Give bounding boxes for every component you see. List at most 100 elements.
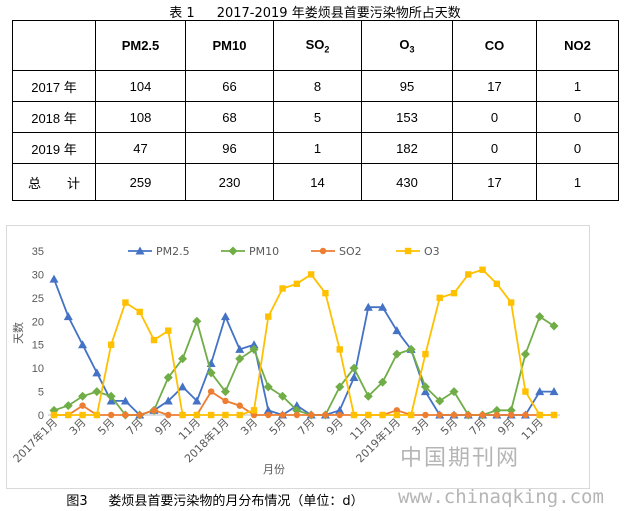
data-point bbox=[92, 387, 102, 397]
table-cell: 68 bbox=[185, 101, 274, 133]
table-cell: 0 bbox=[452, 101, 537, 133]
data-point bbox=[404, 247, 412, 255]
data-point bbox=[549, 387, 559, 396]
table-cell: 259 bbox=[95, 163, 186, 201]
data-point bbox=[165, 411, 172, 419]
x-tick-label: 5月 bbox=[95, 416, 117, 438]
data-point bbox=[407, 411, 415, 419]
x-tick-label: 5月 bbox=[267, 416, 289, 438]
data-point bbox=[150, 407, 158, 414]
data-point bbox=[136, 308, 143, 316]
data-point bbox=[236, 402, 243, 409]
data-point bbox=[228, 246, 238, 256]
data-point bbox=[206, 368, 216, 378]
data-point bbox=[406, 344, 416, 354]
legend-label: PM10 bbox=[249, 245, 279, 258]
figure-caption: 图3 娄烦县首要污染物的月分布情况（单位：d） bbox=[0, 490, 430, 509]
header-cell bbox=[12, 20, 96, 71]
x-axis-label: 月份 bbox=[263, 463, 285, 476]
data-point bbox=[520, 349, 530, 359]
data-point bbox=[307, 411, 315, 419]
data-point bbox=[536, 411, 543, 419]
data-point bbox=[122, 411, 129, 419]
data-point bbox=[78, 391, 88, 401]
data-point bbox=[420, 382, 430, 392]
table-cell: 153 bbox=[361, 101, 453, 133]
table-header-row: PM2.5 PM10 SO2 O3 CO NO2 bbox=[12, 20, 619, 71]
data-point bbox=[479, 411, 486, 419]
legend-item: PM10 bbox=[221, 245, 279, 258]
data-point bbox=[207, 411, 215, 419]
data-point bbox=[250, 407, 258, 414]
table-row: 2017 年 104 66 8 95 17 1 bbox=[12, 70, 619, 102]
table-cell: 182 bbox=[361, 132, 453, 164]
data-point bbox=[378, 377, 388, 387]
series-o3 bbox=[50, 266, 558, 419]
data-point bbox=[136, 411, 143, 419]
data-point bbox=[493, 280, 501, 287]
x-tick-label: 3月 bbox=[67, 416, 89, 438]
data-point bbox=[522, 388, 529, 395]
data-point bbox=[535, 312, 545, 322]
x-tick-label: 11月 bbox=[519, 416, 546, 443]
data-point bbox=[506, 405, 516, 415]
data-point bbox=[319, 247, 327, 255]
data-point bbox=[363, 391, 373, 401]
table-total-row: 总 计 259 230 14 430 17 1 bbox=[12, 163, 619, 201]
table-cell: 1 bbox=[536, 163, 619, 201]
data-point bbox=[279, 285, 286, 292]
data-point bbox=[235, 344, 245, 353]
data-point bbox=[249, 340, 259, 349]
data-point bbox=[392, 326, 402, 335]
header-cell: CO bbox=[452, 20, 537, 71]
x-tick-label: 2017年1月 bbox=[10, 415, 60, 465]
data-point bbox=[307, 271, 315, 278]
data-point bbox=[522, 411, 529, 419]
data-point bbox=[178, 382, 188, 391]
data-point bbox=[435, 396, 445, 406]
y-axis-label: 天数 bbox=[12, 322, 25, 344]
watermark-logo: 中国期刊网 bbox=[400, 446, 521, 471]
data-point bbox=[122, 299, 129, 306]
data-point bbox=[63, 312, 73, 321]
x-tick-label: 5月 bbox=[438, 416, 460, 438]
data-point bbox=[535, 387, 545, 396]
data-point bbox=[192, 396, 202, 405]
data-point bbox=[322, 411, 329, 419]
data-point bbox=[93, 411, 101, 419]
data-point bbox=[265, 411, 272, 419]
data-point bbox=[263, 405, 273, 414]
data-point bbox=[422, 411, 429, 419]
y-tick-label: 10 bbox=[32, 363, 44, 375]
data-point bbox=[279, 411, 286, 419]
data-point bbox=[293, 280, 301, 287]
table-caption: 表 1 2017-2019 年娄烦县首要污染物所占天数 bbox=[0, 2, 630, 21]
y-tick-label: 20 bbox=[32, 316, 44, 328]
table-cell: 96 bbox=[185, 132, 274, 164]
header-pm10: PM10 bbox=[212, 38, 247, 53]
table-cell: 5 bbox=[273, 101, 362, 133]
header-cell: SO2 bbox=[273, 20, 362, 71]
data-point bbox=[150, 336, 158, 344]
data-point bbox=[349, 363, 359, 373]
data-point bbox=[507, 411, 515, 419]
data-point bbox=[220, 312, 230, 321]
data-point bbox=[436, 411, 443, 419]
data-point bbox=[349, 373, 359, 382]
pollutant-days-table: PM2.5 PM10 SO2 O3 CO NO2 2017 年 104 66 8… bbox=[12, 20, 619, 201]
data-point bbox=[550, 411, 558, 419]
table-cell: 17 bbox=[452, 163, 537, 201]
header-cell: O3 bbox=[361, 20, 453, 71]
table-cell: 14 bbox=[273, 163, 362, 201]
header-cell: NO2 bbox=[536, 20, 619, 71]
x-tick-label: 7月 bbox=[295, 416, 317, 438]
data-point bbox=[235, 354, 245, 364]
data-point bbox=[335, 382, 345, 392]
data-point bbox=[379, 411, 386, 419]
data-point bbox=[336, 346, 343, 353]
y-tick-label: 25 bbox=[32, 293, 44, 305]
x-tick-label: 3月 bbox=[410, 416, 432, 438]
legend-label: SO2 bbox=[339, 245, 362, 258]
figure-caption-text: 娄烦县首要污染物的月分布情况（单位：d） bbox=[108, 494, 364, 509]
